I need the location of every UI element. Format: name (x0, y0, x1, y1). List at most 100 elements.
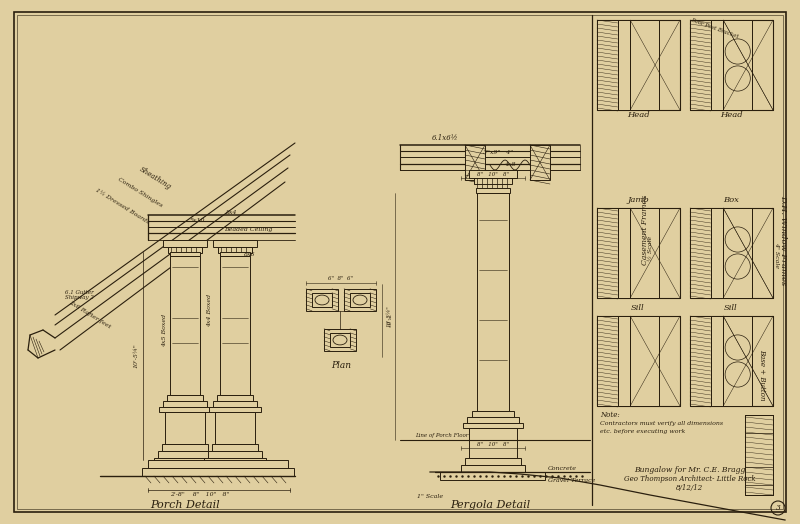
Bar (213, 240, 257, 247)
Text: Pergola Detail: Pergola Detail (450, 500, 530, 510)
Bar (457, 472, 529, 478)
Bar (723, 316, 752, 406)
Text: 8x6: 8x6 (244, 253, 256, 257)
Bar (710, 20, 723, 110)
Bar (162, 444, 208, 451)
Bar (710, 208, 723, 298)
Bar (630, 20, 659, 110)
Bar (218, 247, 252, 253)
Bar (597, 316, 618, 406)
Text: Geo Thompson Architect- Little Rock: Geo Thompson Architect- Little Rock (624, 475, 756, 483)
Bar (530, 145, 550, 180)
Bar (597, 316, 618, 406)
Bar (745, 415, 773, 495)
Bar (723, 208, 752, 298)
Bar (618, 316, 630, 406)
Bar (597, 316, 680, 406)
Bar (690, 208, 710, 298)
Bar (710, 316, 723, 406)
Text: Head: Head (626, 111, 650, 119)
Bar (209, 407, 261, 412)
Bar (159, 407, 211, 412)
Text: Combo Shingles: Combo Shingles (117, 176, 163, 208)
Text: etc. before executing work: etc. before executing work (600, 430, 686, 434)
Text: 8x4: 8x4 (226, 210, 238, 214)
Text: Base + Button: Base + Button (758, 350, 766, 401)
Text: 5x10: 5x10 (190, 217, 206, 223)
Bar (474, 178, 512, 184)
Bar (465, 458, 521, 465)
Text: 2x6 Rafter feet: 2x6 Rafter feet (68, 300, 112, 330)
Bar (618, 20, 630, 110)
Text: Porch Detail: Porch Detail (150, 500, 220, 510)
Bar (690, 20, 773, 110)
Bar (618, 208, 630, 298)
Text: 6.1 Gutter
Shipway 2: 6.1 Gutter Shipway 2 (65, 290, 94, 300)
Text: 8"   10"   8": 8" 10" 8" (477, 442, 509, 446)
Bar (690, 316, 773, 406)
Bar (597, 20, 618, 110)
Text: 1" Scale: 1" Scale (417, 495, 443, 499)
Bar (618, 316, 630, 406)
Bar (690, 208, 710, 298)
Bar (690, 20, 710, 110)
Bar (723, 20, 752, 110)
Bar (710, 316, 723, 406)
Bar (212, 444, 258, 451)
Bar (163, 401, 207, 407)
Text: Head: Head (720, 111, 742, 119)
Text: Beaded Ceiling: Beaded Ceiling (224, 227, 272, 233)
Text: 7' 0": 7' 0" (386, 314, 390, 326)
Text: 2'-8"    8"   10"   8": 2'-8" 8" 10" 8" (170, 493, 230, 497)
Bar (745, 415, 773, 495)
Bar (690, 316, 710, 406)
Bar (312, 293, 332, 307)
Text: 6.1x6½: 6.1x6½ (432, 134, 458, 142)
Bar (344, 289, 376, 311)
Bar (690, 20, 710, 110)
Bar (630, 208, 659, 298)
Text: Sheathing: Sheathing (138, 165, 173, 191)
Text: Note:: Note: (600, 411, 620, 419)
Text: Line of Porch Floor: Line of Porch Floor (415, 433, 468, 439)
Bar (597, 208, 618, 298)
Bar (213, 401, 257, 407)
Text: Door Post Bracket: Door Post Bracket (690, 17, 739, 39)
Bar (690, 20, 773, 110)
Bar (723, 316, 752, 406)
Bar (597, 208, 618, 298)
Bar (324, 329, 356, 351)
Text: 8"   10"   8": 8" 10" 8" (477, 171, 509, 177)
Text: 8/12/12: 8/12/12 (676, 484, 704, 492)
Bar (217, 395, 253, 401)
Bar (469, 428, 517, 458)
Bar (745, 415, 773, 433)
Bar (710, 20, 723, 110)
Bar (170, 256, 200, 395)
Text: Contractors must verify all dimensions: Contractors must verify all dimensions (600, 421, 723, 427)
Bar (630, 20, 659, 110)
Bar (472, 411, 514, 417)
Text: Sill: Sill (724, 304, 738, 312)
Bar (158, 451, 212, 458)
Text: Gravel Terrace: Gravel Terrace (548, 477, 595, 483)
Bar (469, 170, 517, 178)
Bar (723, 20, 752, 110)
Text: 4x5 Boxed: 4x5 Boxed (162, 313, 167, 346)
Bar (597, 208, 680, 298)
Bar (630, 208, 659, 298)
Bar (618, 208, 630, 298)
Bar (723, 208, 752, 298)
Text: 10'-5¼": 10'-5¼" (386, 305, 391, 327)
Text: 1½ Dressed Boards: 1½ Dressed Boards (94, 188, 150, 225)
Text: Plan: Plan (331, 361, 351, 369)
Bar (467, 417, 519, 423)
Bar (461, 465, 525, 472)
Bar (476, 188, 510, 193)
Bar (690, 316, 710, 406)
Bar (165, 412, 205, 444)
Text: D.H. Window Frames: D.H. Window Frames (779, 195, 787, 285)
Text: 3: 3 (775, 504, 781, 512)
Bar (463, 423, 523, 428)
Bar (142, 468, 294, 476)
